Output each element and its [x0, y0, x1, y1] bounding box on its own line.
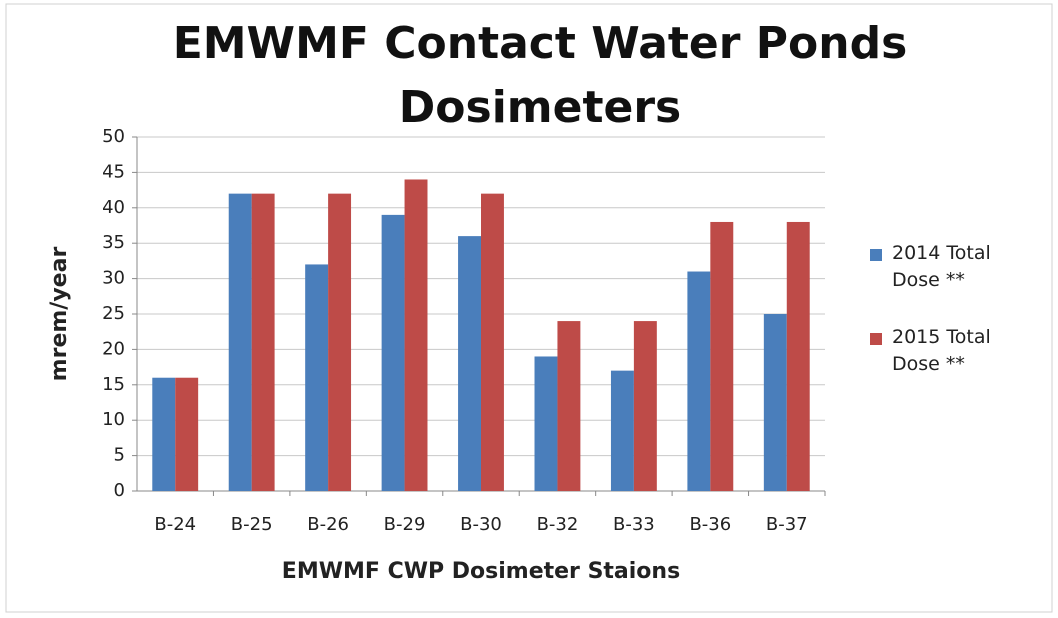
bar [328, 193, 352, 491]
y-tick-label: 30 [102, 268, 125, 289]
bar [633, 321, 657, 491]
y-tick-label: 35 [102, 232, 125, 253]
x-tick-label: B-30 [460, 514, 502, 535]
y-tick-label: 15 [102, 374, 125, 395]
chart-title: EMWMF Contact Water Ponds Dosimeters [172, 18, 908, 133]
bar [381, 214, 405, 491]
y-tick-label: 10 [102, 409, 125, 430]
y-tick-label: 0 [114, 480, 125, 501]
bar [687, 271, 711, 491]
y-tick-label: 20 [102, 338, 125, 359]
legend-label: 2015 Total Dose ** [892, 326, 991, 375]
bar [152, 377, 176, 491]
y-tick-label: 45 [102, 161, 125, 182]
y-tick-label: 50 [102, 126, 125, 147]
legend-item: 2015 Total Dose ** [870, 324, 1030, 378]
y-axis-label: mrem/year [47, 247, 72, 382]
x-tick-label: B-33 [613, 514, 655, 535]
bar [610, 370, 634, 491]
bar [305, 264, 329, 491]
x-tick-label: B-37 [766, 514, 808, 535]
legend-swatch [870, 333, 882, 345]
legend-label: 2014 Total Dose ** [892, 242, 991, 291]
x-tick-label: B-26 [307, 514, 349, 535]
frame [5, 3, 1053, 613]
x-tick-label: B-36 [689, 514, 731, 535]
legend-item: 2014 Total Dose ** [870, 240, 1030, 294]
bar [251, 193, 275, 491]
bar [228, 193, 252, 491]
bar [458, 236, 481, 491]
x-tick-label: B-24 [154, 514, 196, 535]
bar [534, 356, 558, 491]
bar [481, 193, 504, 491]
bar [404, 179, 428, 492]
y-tick-label: 25 [102, 303, 125, 324]
x-tick-label: B-25 [231, 514, 273, 535]
x-axis-label: EMWMF CWP Dosimeter Staions [282, 559, 680, 584]
bar [710, 221, 734, 491]
legend-swatch [870, 249, 882, 261]
legend: 2014 Total Dose ** 2015 Total Dose ** [870, 240, 1030, 408]
bar [763, 314, 787, 491]
bar [786, 221, 810, 491]
y-tick-label: 5 [114, 445, 125, 466]
y-tick-label: 40 [102, 197, 125, 218]
bar [557, 321, 581, 491]
x-tick-label: B-32 [537, 514, 579, 535]
x-tick-label: B-29 [384, 514, 426, 535]
bar [175, 377, 199, 491]
